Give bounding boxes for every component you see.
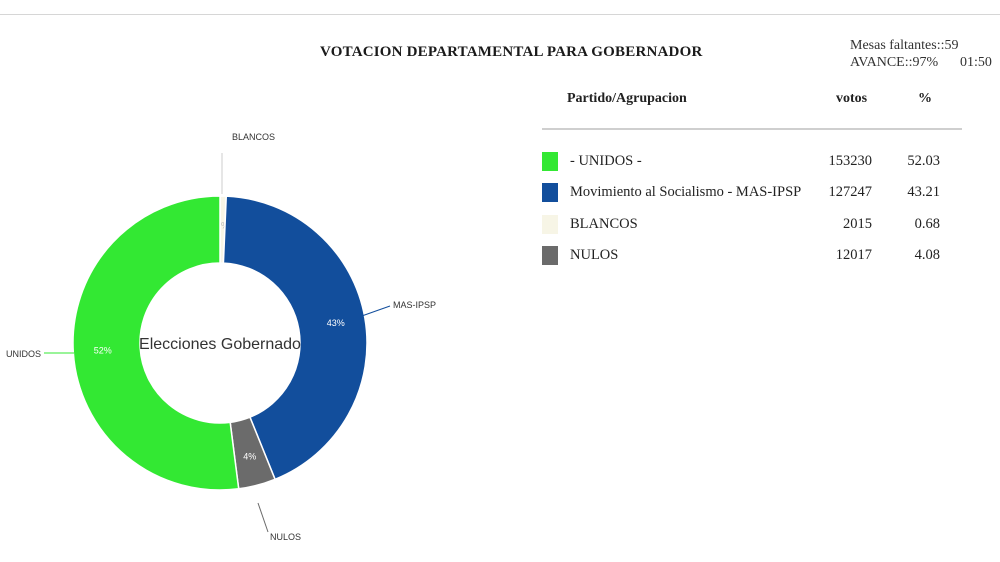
legend-label: BLANCOS xyxy=(570,216,638,232)
chart-center-title: Elecciones Gobernado xyxy=(139,336,301,353)
legend-swatch xyxy=(542,152,558,171)
update-time: 01:50 xyxy=(960,55,992,70)
slice-pct-label: 52% xyxy=(94,345,112,355)
slice-mas-ipsp[interactable] xyxy=(222,195,368,481)
legend-votes: 12017 xyxy=(835,247,872,263)
legend-pct: 0.68 xyxy=(914,216,940,232)
legend-label: - UNIDOS - xyxy=(570,153,642,169)
legend-votes: 153230 xyxy=(828,153,873,169)
slice-label: BLANCOS xyxy=(232,132,275,142)
legend-pct: 4.08 xyxy=(914,247,940,263)
donut-chart: 1% BLANCOS 43% MAS-IPSP 4% NULOS 52% UNIDOS Elec… xyxy=(6,132,436,542)
legend-swatch xyxy=(542,246,558,265)
legend-swatch xyxy=(542,183,558,202)
legend-header-votes: votos xyxy=(836,91,868,106)
avance: AVANCE::97% xyxy=(850,55,939,70)
page-title: VOTACION DEPARTAMENTAL PARA GOBERNADOR xyxy=(320,44,703,60)
slice-label: UNIDOS xyxy=(6,349,41,359)
legend-pct: 43.21 xyxy=(907,184,940,200)
leader-line xyxy=(257,502,269,533)
legend-row-mas-ipsp: Movimiento al Socialismo - MAS-IPSP 1272… xyxy=(542,183,972,205)
legend-divider xyxy=(542,128,962,130)
slice-label: MAS-IPSP xyxy=(393,300,436,310)
legend-votes: 2015 xyxy=(843,216,872,232)
slice-pct-label: 4% xyxy=(243,452,256,462)
status-panel: Mesas faltantes::59 AVANCE::97% 01:50 xyxy=(850,37,992,71)
legend-row-nulos: NULOS 12017 4.08 xyxy=(542,246,972,268)
legend-votes: 127247 xyxy=(828,184,873,200)
legend-label: Movimiento al Socialismo - MAS-IPSP xyxy=(570,184,802,200)
mesas-faltantes: Mesas faltantes::59 xyxy=(850,38,959,53)
slice-pct-label: 43% xyxy=(327,318,345,328)
legend-row-unidos: - UNIDOS - 153230 52.03 xyxy=(542,152,972,174)
top-divider xyxy=(0,14,1000,15)
slice-label: NULOS xyxy=(270,532,301,542)
legend-header-party: Partido/Agrupacion xyxy=(567,91,687,106)
legend-swatch xyxy=(542,215,558,234)
slice-unidos[interactable] xyxy=(72,195,240,491)
slice-pct-label: 1% xyxy=(216,221,229,231)
legend-header-pct: % xyxy=(918,91,932,106)
leader-line xyxy=(358,305,391,318)
legend-row-blancos: BLANCOS 2015 0.68 xyxy=(542,215,972,237)
legend-pct: 52.03 xyxy=(907,153,940,169)
legend-label: NULOS xyxy=(570,247,619,263)
